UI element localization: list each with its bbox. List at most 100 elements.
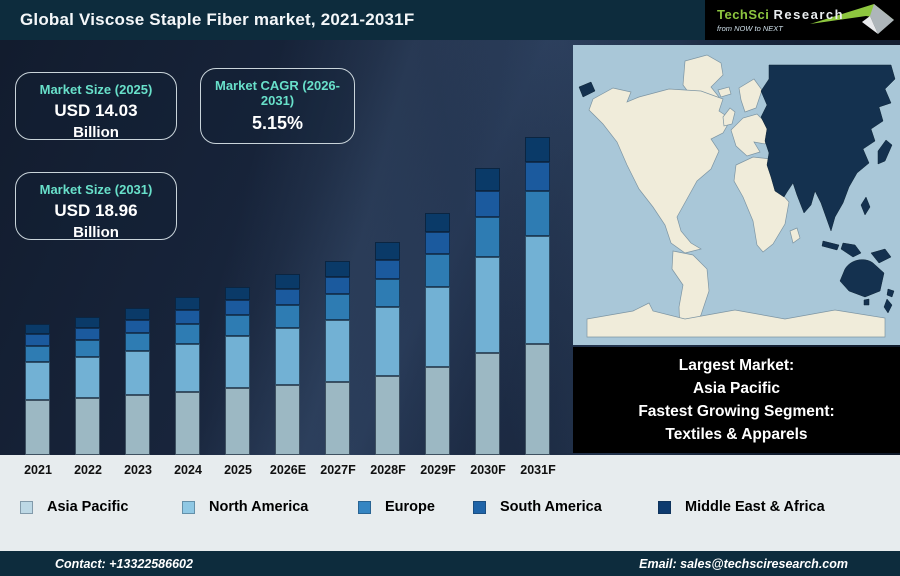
- bar-segment-south-america: [425, 232, 450, 254]
- bar-segment-south-america: [475, 191, 500, 217]
- bar-segment-asia-pacific: [325, 382, 350, 455]
- logo-brand-primary: TechSci: [717, 6, 770, 22]
- legend-swatch-south-america: [473, 500, 486, 514]
- callout-value: 5.15%: [251, 113, 304, 133]
- x-axis-label-2026E: 2026E: [269, 463, 307, 477]
- x-axis-label-2031F: 2031F: [520, 463, 556, 477]
- map-tasmania: [863, 298, 870, 306]
- bar-segment-south-america: [175, 310, 200, 324]
- bar-segment-south-america: [25, 334, 50, 346]
- footer-email: Email: sales@techsciresearch.com: [639, 556, 848, 571]
- map-japan: [877, 139, 893, 165]
- highlight-line: Textiles & Apparels: [665, 426, 808, 443]
- bar-segment-europe: [75, 340, 100, 357]
- bar-segment-europe: [25, 346, 50, 362]
- logo-brand-secondary: Research: [773, 6, 845, 22]
- x-axis-label-2030F: 2030F: [470, 463, 506, 477]
- map-iceland: [717, 86, 732, 98]
- bar-segment-north-america: [225, 336, 250, 388]
- bar-segment-south-america: [375, 260, 400, 279]
- legend-swatch-europe: [358, 500, 371, 514]
- map-asia-highlight: [760, 64, 896, 232]
- bar-segment-middle-east-africa: [125, 308, 150, 320]
- bar-segment-europe: [525, 191, 550, 236]
- bar-segment-middle-east-africa: [175, 297, 200, 310]
- bar-segment-asia-pacific: [275, 385, 300, 455]
- bar-segment-north-america: [425, 287, 450, 367]
- bar-segment-south-america: [125, 320, 150, 333]
- bar-segment-middle-east-africa: [275, 274, 300, 289]
- bar-segment-middle-east-africa: [425, 213, 450, 232]
- bar-segment-europe: [225, 315, 250, 336]
- highlight-line: Asia Pacific: [692, 380, 781, 397]
- techsci-logo: TechSci Research from NOW to NEXT: [705, 0, 900, 40]
- axis-and-legend-band: 2021 2022 2023 2024 2025 2026E 2027F 2028F 2029F…: [0, 455, 900, 551]
- bar-segment-asia-pacific: [525, 344, 550, 455]
- map-scandinavia: [738, 78, 763, 113]
- legend-swatch-asia-pacific: [20, 500, 33, 514]
- legend-label-europe: Europe: [385, 499, 435, 515]
- bar-segment-north-america: [475, 257, 500, 353]
- logo-tagline: from NOW to NEXT: [717, 23, 783, 33]
- bar-segment-asia-pacific: [475, 353, 500, 455]
- bar-2022: [75, 317, 100, 455]
- bar-2030F: [475, 168, 500, 455]
- callout-market-size-2025: Market Size (2025) USD 14.03 Billion: [15, 72, 177, 141]
- bar-segment-middle-east-africa: [475, 168, 500, 191]
- map-madagascar: [789, 227, 801, 244]
- bar-segment-north-america: [375, 307, 400, 376]
- bar-segment-south-america: [275, 289, 300, 305]
- legend-label-north-america: North America: [209, 499, 309, 515]
- x-axis-label-2027F: 2027F: [320, 463, 356, 477]
- bar-segment-north-america: [125, 351, 150, 395]
- callout-unit: Billion: [73, 124, 119, 141]
- bar-2024: [175, 297, 200, 455]
- highlight-box: Largest Market: Asia Pacific Fastest Gro…: [573, 347, 900, 453]
- map-philippines: [860, 196, 871, 216]
- map-europe: [730, 113, 770, 157]
- bar-segment-south-america: [225, 300, 250, 315]
- x-axis-label-2028F: 2028F: [370, 463, 406, 477]
- legend-item-asia-pacific: Asia Pacific: [20, 499, 128, 515]
- bar-segment-middle-east-africa: [325, 261, 350, 277]
- bar-segment-asia-pacific: [375, 376, 400, 455]
- legend-swatch-north-america: [182, 500, 195, 514]
- map-north-america: [588, 87, 732, 254]
- bar-segment-south-america: [325, 277, 350, 294]
- bar-2028F: [375, 242, 400, 455]
- bar-2029F: [425, 213, 450, 455]
- bar-2031F: [525, 137, 550, 455]
- bar-segment-europe: [425, 254, 450, 287]
- x-axis-label-2025: 2025: [224, 463, 252, 477]
- bar-segment-asia-pacific: [125, 395, 150, 455]
- x-axis-label-2023: 2023: [124, 463, 152, 477]
- chart-legend: Asia Pacific North America Europe South Ame…: [0, 499, 900, 523]
- legend-swatch-middle-east-africa: [658, 500, 671, 514]
- legend-item-europe: Europe: [358, 499, 435, 515]
- bar-2023: [125, 308, 150, 455]
- bar-segment-europe: [125, 333, 150, 351]
- map-indonesia: [821, 240, 840, 251]
- bar-segment-asia-pacific: [75, 398, 100, 455]
- bar-segment-middle-east-africa: [375, 242, 400, 260]
- callout-label: Market Size (2031): [39, 182, 153, 197]
- bar-segment-middle-east-africa: [25, 324, 50, 334]
- logo-text: TechSci Research: [717, 6, 900, 22]
- highlight-line: Fastest Growing Segment:: [638, 403, 835, 420]
- map-borneo: [840, 242, 862, 258]
- legend-item-middle-east-africa: Middle East & Africa: [658, 499, 825, 515]
- callout-market-size-2031: Market Size (2031) USD 18.96 Billion: [15, 172, 177, 241]
- bar-2027F: [325, 261, 350, 455]
- x-axis-label-2024: 2024: [174, 463, 202, 477]
- map-britain: [722, 107, 736, 127]
- map-new-guinea: [870, 248, 892, 264]
- bar-segment-europe: [175, 324, 200, 344]
- bar-segment-asia-pacific: [425, 367, 450, 455]
- footer-bar: Contact: +13322586602 Email: sales@techs…: [0, 551, 900, 576]
- footer-contact: Contact: +13322586602: [55, 556, 193, 571]
- legend-label-asia-pacific: Asia Pacific: [47, 499, 129, 515]
- bar-segment-asia-pacific: [175, 392, 200, 455]
- callout-market-cagr: Market CAGR (2026-2031) 5.15%: [200, 68, 355, 144]
- bar-segment-europe: [325, 294, 350, 320]
- map-antarctica: [586, 302, 886, 338]
